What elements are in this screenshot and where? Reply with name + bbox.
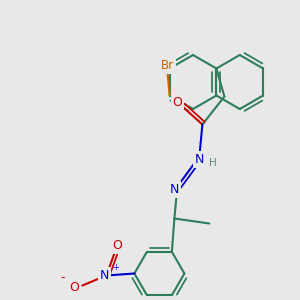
Text: H: H (208, 158, 216, 167)
Text: O: O (172, 96, 182, 109)
Text: +: + (112, 263, 119, 272)
Text: O: O (69, 281, 79, 294)
Text: N: N (170, 183, 179, 196)
Text: -: - (60, 271, 64, 284)
Text: Br: Br (161, 59, 174, 72)
Text: N: N (195, 153, 204, 166)
Text: O: O (112, 239, 122, 252)
Text: N: N (100, 269, 109, 282)
